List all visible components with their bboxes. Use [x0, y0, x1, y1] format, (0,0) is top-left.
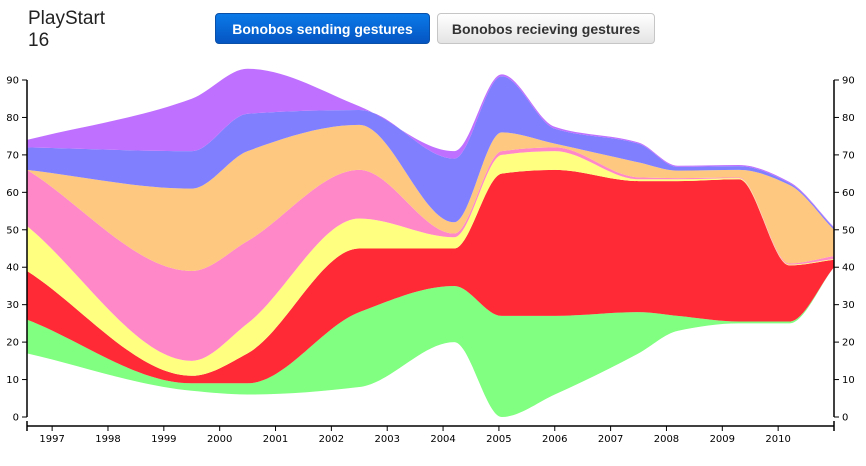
- y-tick-label-right: 20: [842, 338, 855, 349]
- title-line-2: 16: [28, 30, 50, 51]
- title-line-1: PlayStart: [28, 8, 106, 29]
- x-tick-label: 2009: [710, 434, 735, 445]
- stream-layer-red: [27, 169, 834, 384]
- y-tick-label-left: 80: [6, 113, 19, 124]
- x-tick-label: 2007: [598, 434, 623, 445]
- x-tick-label: 1997: [39, 434, 64, 445]
- y-tick-label-right: 10: [842, 375, 855, 386]
- stream-layer-pink: [27, 147, 834, 361]
- stream-layer-blue: [27, 76, 834, 230]
- y-tick-label-right: 60: [842, 188, 855, 199]
- y-tick-label-left: 20: [6, 338, 19, 349]
- y-tick-label-left: 30: [6, 300, 19, 311]
- stream-layer-orange: [27, 124, 834, 271]
- stream-layer-green: [27, 267, 834, 417]
- x-tick-label: 2001: [263, 434, 288, 445]
- x-tick-label: 2005: [486, 434, 511, 445]
- y-tick-label-right: 50: [842, 225, 855, 236]
- x-tick-label: 1998: [95, 434, 120, 445]
- stream-layers: [27, 68, 834, 417]
- axes: 0 0 10 10 20 20 30 30 40 40 50 50 60 60 70 70 80 80 90 90 19…: [6, 76, 854, 446]
- x-tick-label: 2004: [430, 434, 455, 445]
- x-tick-label: 2006: [542, 434, 567, 445]
- x-tick-label: 2003: [374, 434, 399, 445]
- y-tick-label-right: 90: [842, 76, 855, 87]
- y-tick-label-right: 80: [842, 113, 855, 124]
- y-tick-label-left: 0: [13, 413, 19, 424]
- stream-layer-base: [27, 267, 834, 417]
- y-tick-label-right: 0: [842, 413, 848, 424]
- x-tick-label: 2002: [319, 434, 344, 445]
- y-tick-label-left: 70: [6, 150, 19, 161]
- y-tick-label-left: 40: [6, 263, 19, 274]
- x-tick-label: 2008: [654, 434, 679, 445]
- x-tick-label: 1999: [151, 434, 176, 445]
- y-tick-label-left: 50: [6, 225, 19, 236]
- y-tick-label-left: 10: [6, 375, 19, 386]
- sending-gestures-button[interactable]: Bonobos sending gestures: [215, 13, 430, 44]
- y-tick-label-left: 60: [6, 188, 19, 199]
- y-tick-label-right: 30: [842, 300, 855, 311]
- x-tick-label: 2010: [765, 434, 790, 445]
- page-title: PlayStart 16: [28, 8, 105, 52]
- y-tick-label-right: 40: [842, 263, 855, 274]
- y-tick-label-left: 90: [6, 76, 19, 87]
- x-tick-label: 2000: [207, 434, 232, 445]
- stream-layer-purple: [27, 68, 834, 228]
- y-tick-label-right: 70: [842, 150, 855, 161]
- receiving-gestures-button[interactable]: Bonobos recieving gestures: [437, 13, 655, 44]
